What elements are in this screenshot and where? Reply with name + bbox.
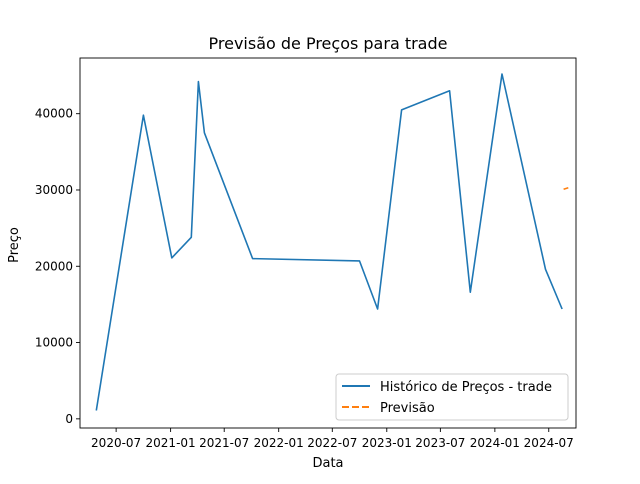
chart-title: Previsão de Preços para trade [209,34,448,53]
legend: Histórico de Preços - trade Previsão [335,373,569,421]
x-tick-label: 2020-07 [91,436,141,450]
series-line-previsao [563,186,569,190]
x-tick-label: 2024-01 [470,436,520,450]
plot-frame [79,57,577,429]
x-axis: 2020-07 2021-01 2021-07 2022-01 2022-07 2023-… [91,428,574,450]
x-tick-label: 2021-01 [146,436,196,450]
y-axis: 0 10000 20000 30000 40000 [35,107,80,426]
x-tick-label: 2024-07 [524,436,574,450]
x-tick-label: 2023-01 [362,436,412,450]
legend-label-previsao: Previsão [380,401,435,416]
y-tick-label: 20000 [35,259,73,273]
x-tick-label: 2022-01 [254,436,304,450]
legend-label-historico: Histórico de Preços - trade [380,380,552,395]
x-axis-label: Data [312,456,343,471]
y-tick-label: 10000 [35,336,73,350]
y-tick-label: 40000 [35,107,73,121]
y-tick-label: 30000 [35,183,73,197]
y-tick-label: 0 [65,412,73,426]
plot-area [79,57,577,429]
series-line-historico [95,73,563,411]
x-tick-label: 2022-07 [307,436,357,450]
y-axis-label: Preço [7,227,22,263]
x-tick-label: 2023-07 [415,436,465,450]
x-tick-label: 2021-07 [199,436,249,450]
legend-box [335,373,569,421]
